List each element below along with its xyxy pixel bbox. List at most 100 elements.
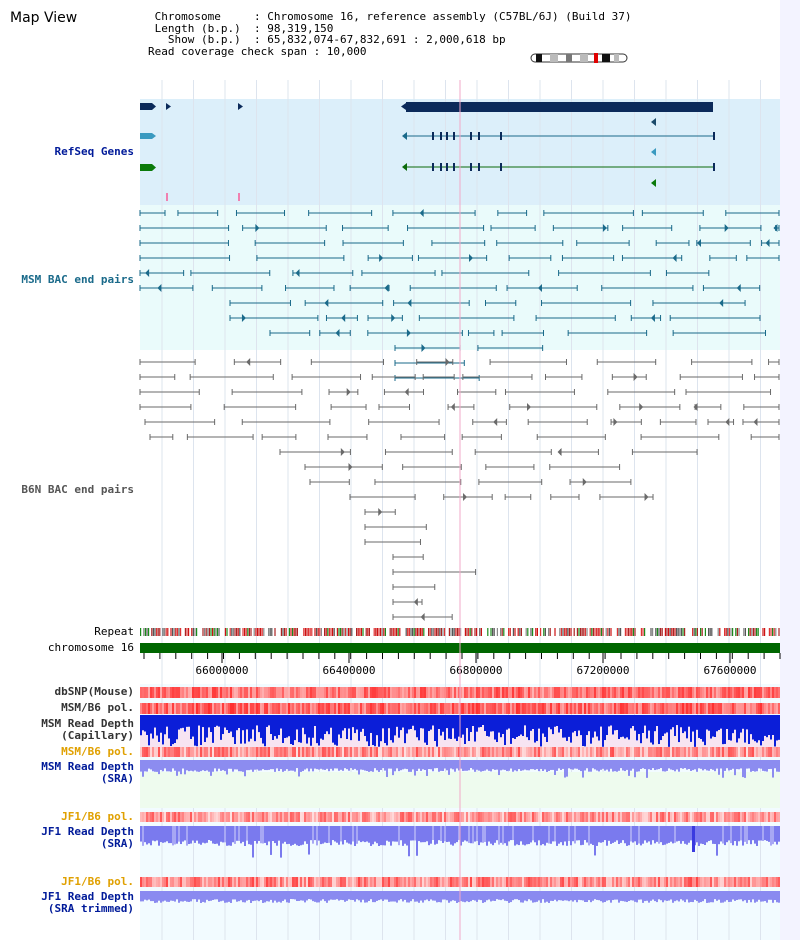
jf1-trimmed-depth bbox=[594, 891, 596, 900]
msm-b6-pol-cell bbox=[540, 703, 542, 714]
track-label-b6n-bac[interactable]: B6N BAC end pairs bbox=[21, 483, 134, 496]
msm-sra-depth bbox=[372, 760, 374, 772]
jf1-trimmed-depth bbox=[408, 891, 410, 903]
msm-b6-pol-cell bbox=[184, 703, 186, 714]
jf1-sra-depth bbox=[742, 826, 744, 846]
msm-sra-depth bbox=[350, 760, 352, 769]
repeat-element bbox=[180, 628, 182, 636]
jf1-b6-pol-cell bbox=[720, 812, 722, 822]
jf1-b6-pol-cell bbox=[658, 812, 660, 822]
jf1-trimmed-depth bbox=[252, 891, 254, 902]
msm-b6-pol-cell bbox=[758, 703, 760, 714]
msm-capillary-gap bbox=[710, 738, 712, 750]
track-label-jf1-b6-pol-1[interactable]: JF1/B6 pol. bbox=[61, 810, 134, 823]
msm-b6-pol2-cell bbox=[490, 747, 492, 757]
msm-capillary-depth bbox=[236, 715, 238, 731]
msm-capillary-depth bbox=[436, 715, 438, 747]
jf1-b6-pol2-cell bbox=[170, 877, 172, 887]
track-label-msm-bac[interactable]: MSM BAC end pairs bbox=[21, 273, 134, 286]
jf1-b6-pol2-cell bbox=[560, 877, 562, 887]
jf1-b6-pol-cell bbox=[284, 812, 286, 822]
depth-tracks bbox=[140, 687, 780, 903]
msm-capillary-gap bbox=[404, 743, 406, 750]
msm-capillary-depth bbox=[644, 715, 646, 726]
jf1-b6-pol2-cell bbox=[724, 877, 726, 887]
jf1-trimmed-depth bbox=[622, 891, 624, 902]
refseq-arrow bbox=[401, 103, 406, 110]
dbsnp-cell bbox=[258, 687, 260, 698]
msm-b6-pol-cell bbox=[748, 703, 750, 714]
msm-b6-pol-cell bbox=[222, 703, 224, 714]
dbsnp-cell bbox=[426, 687, 428, 698]
msm-capillary-depth bbox=[402, 715, 404, 728]
msm-capillary-depth bbox=[572, 715, 574, 733]
msm-sra-depth bbox=[362, 760, 364, 770]
jf1-b6-pol2-cell bbox=[694, 877, 696, 887]
jf1-trimmed-depth bbox=[530, 891, 532, 901]
jf1-sra-depth bbox=[148, 826, 150, 844]
dbsnp-cell bbox=[222, 687, 224, 698]
jf1-b6-pol-cell bbox=[420, 812, 422, 822]
jf1-b6-pol2-cell bbox=[172, 877, 174, 887]
msm-b6-pol2-cell bbox=[766, 747, 768, 757]
repeat-element bbox=[196, 628, 198, 636]
dbsnp-cell bbox=[154, 687, 156, 698]
msm-sra-depth bbox=[570, 760, 572, 770]
jf1-sra-depth bbox=[688, 826, 690, 843]
msm-b6-pol2-cell bbox=[460, 747, 462, 757]
track-label-msm-b6-pol-2[interactable]: MSM/B6 pol. bbox=[61, 745, 134, 758]
jf1-b6-pol-cell bbox=[300, 812, 302, 822]
track-label-jf1-b6-pol-2[interactable]: JF1/B6 pol. bbox=[61, 875, 134, 888]
jf1-trimmed-depth bbox=[388, 891, 390, 902]
jf1-b6-pol-cell bbox=[622, 812, 624, 822]
msm-b6-pol2-cell bbox=[406, 747, 408, 757]
jf1-sra-depth bbox=[754, 826, 756, 844]
track-label-msm-read-depth-capillary[interactable]: MSM Read Depth (Capillary) bbox=[41, 717, 134, 742]
jf1-sra-depth bbox=[278, 826, 280, 841]
msm-capillary-depth bbox=[772, 715, 774, 736]
jf1-b6-pol2-cell bbox=[622, 877, 624, 887]
msm-capillary-depth bbox=[234, 715, 236, 745]
msm-b6-pol2-cell bbox=[310, 747, 312, 757]
msm-b6-pol-cell bbox=[296, 703, 298, 714]
refseq-exon bbox=[440, 132, 442, 140]
jf1-sra-depth bbox=[326, 826, 328, 844]
chromosome-ideogram[interactable] bbox=[530, 53, 628, 63]
msm-capillary-depth bbox=[588, 715, 590, 732]
msm-b6-pol2-cell bbox=[738, 747, 740, 757]
msm-capillary-gap bbox=[144, 731, 146, 750]
jf1-b6-pol2-cell bbox=[220, 877, 222, 887]
repeat-element bbox=[285, 628, 287, 636]
msm-b6-pol-cell bbox=[532, 703, 534, 714]
jf1-b6-pol2-cell bbox=[650, 877, 652, 887]
jf1-sra-depth bbox=[178, 826, 180, 842]
track-label-msm-read-depth-sra[interactable]: MSM Read Depth (SRA) bbox=[41, 760, 134, 785]
msm-sra-depth bbox=[496, 760, 498, 770]
track-label-msm-b6-pol-1[interactable]: MSM/B6 pol. bbox=[61, 701, 134, 714]
repeat-element bbox=[148, 628, 150, 636]
jf1-b6-pol-cell bbox=[190, 812, 192, 822]
track-label-refseq[interactable]: RefSeq Genes bbox=[54, 145, 134, 158]
track-label-dbsnp[interactable]: dbSNP(Mouse) bbox=[54, 685, 134, 698]
jf1-sra-depth bbox=[478, 826, 480, 846]
msm-capillary-depth bbox=[466, 715, 468, 729]
jf1-sra-depth bbox=[594, 826, 596, 856]
jf1-trimmed-depth bbox=[244, 891, 246, 903]
jf1-sra-depth bbox=[346, 826, 348, 843]
msm-b6-pol2-cell bbox=[220, 747, 222, 757]
dbsnp-cell bbox=[706, 687, 708, 698]
msm-b6-pol-cell bbox=[374, 703, 376, 714]
track-label-jf1-read-depth-sra[interactable]: JF1 Read Depth (SRA) bbox=[41, 825, 134, 850]
repeat-element bbox=[453, 628, 455, 636]
msm-sra-depth bbox=[236, 760, 238, 770]
track-label-jf1-read-depth-trimmed[interactable]: JF1 Read Depth (SRA trimmed) bbox=[41, 890, 134, 915]
msm-b6-pol-cell bbox=[284, 703, 286, 714]
jf1-b6-pol2-cell bbox=[294, 877, 296, 887]
msm-sra-depth bbox=[694, 760, 696, 770]
msm-capillary-depth bbox=[292, 715, 294, 746]
jf1-b6-pol-cell bbox=[690, 812, 692, 822]
msm-capillary-depth bbox=[564, 715, 566, 738]
refseq-mark bbox=[166, 193, 168, 201]
track-label-repeat[interactable]: Repeat bbox=[94, 625, 134, 638]
